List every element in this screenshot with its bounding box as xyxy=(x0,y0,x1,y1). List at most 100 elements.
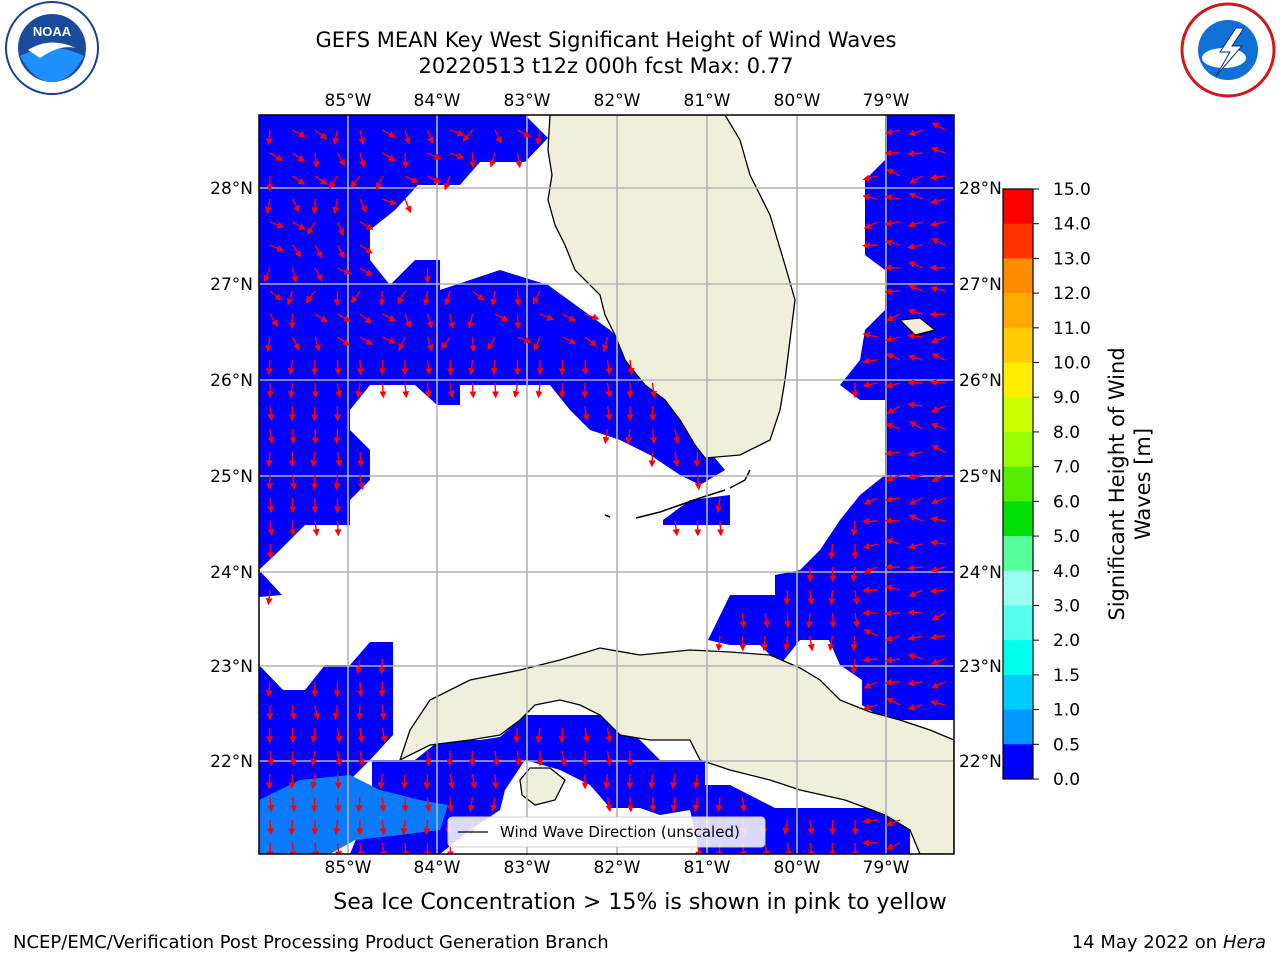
wave-direction-arrow xyxy=(379,819,387,836)
wave-direction-arrow xyxy=(692,796,700,813)
wave-direction-arrow xyxy=(440,336,451,350)
wave-direction-arrow xyxy=(907,703,923,711)
wave-direction-arrow xyxy=(375,175,384,190)
wave-direction-arrow xyxy=(886,405,901,414)
wave-direction-arrow xyxy=(931,238,946,246)
wave-direction-arrow xyxy=(584,336,598,347)
wave-direction-arrow xyxy=(908,497,923,505)
wave-direction-arrow xyxy=(311,796,319,813)
wave-direction-arrow xyxy=(332,129,340,146)
wave-direction-arrow xyxy=(907,242,923,250)
colorbar-bands xyxy=(1003,189,1033,780)
wave-direction-arrow xyxy=(314,175,328,185)
wave-direction-arrow xyxy=(467,796,475,813)
wave-direction-arrow xyxy=(692,773,700,790)
wave-direction-arrow xyxy=(336,244,345,259)
lon-label: 80°W xyxy=(774,91,821,111)
wave-direction-arrow xyxy=(515,152,523,169)
wave-direction-arrow xyxy=(289,796,297,813)
wave-direction-arrow xyxy=(358,129,366,146)
florida-peninsula xyxy=(547,115,796,459)
wave-direction-arrow xyxy=(884,194,901,202)
wave-direction-arrow xyxy=(717,520,725,537)
wave-direction-arrow xyxy=(907,354,923,362)
lat-label: 25°N xyxy=(959,467,1002,487)
wave-direction-arrow xyxy=(398,336,406,352)
colorbar-frame xyxy=(1002,188,1034,780)
wave-direction-arrow xyxy=(850,566,858,583)
wave-direction-arrow xyxy=(350,175,361,188)
wave-direction-arrow xyxy=(487,336,496,351)
wave-direction-arrow xyxy=(605,405,613,422)
wave-direction-arrow xyxy=(449,129,465,137)
wave-direction-arrow xyxy=(535,727,543,744)
graticule xyxy=(259,115,954,854)
wave-direction-arrow xyxy=(908,192,923,200)
wave-direction-arrow xyxy=(649,428,657,445)
wave-direction-arrow xyxy=(290,474,297,491)
wave-direction-arrow xyxy=(265,451,273,468)
wave-direction-arrow xyxy=(337,313,351,322)
wave-direction-arrow xyxy=(907,473,923,480)
wave-direction-arrow xyxy=(401,796,409,813)
wave-direction-arrow xyxy=(490,359,498,376)
wave-direction-arrow xyxy=(291,336,300,351)
nws-logo xyxy=(1180,2,1276,98)
lat-label: 24°N xyxy=(959,563,1002,583)
wave-direction-arrow xyxy=(494,313,509,321)
wave-direction-arrow xyxy=(828,543,836,560)
wave-direction-arrow xyxy=(312,842,320,854)
lon-label: 80°W xyxy=(774,858,821,878)
colorbar-band xyxy=(1003,501,1033,537)
wave-direction-arrow xyxy=(929,539,946,547)
wave-direction-arrow xyxy=(850,635,858,652)
wave-direction-arrow xyxy=(448,313,456,330)
wave-direction-arrow xyxy=(851,842,859,854)
wave-direction-arrow xyxy=(292,175,306,185)
wave-direction-arrow xyxy=(314,313,328,323)
wave-direction-arrow xyxy=(355,382,363,399)
wave-direction-arrow xyxy=(382,129,396,138)
lat-label: 23°N xyxy=(210,657,253,677)
wave-direction-arrow xyxy=(355,796,363,813)
wave-direction-arrow xyxy=(884,449,901,457)
colorbar-tick-label: 6.0 xyxy=(1053,492,1080,512)
wave-direction-arrow xyxy=(907,308,923,316)
wave-direction-arrow xyxy=(292,152,306,162)
wave-direction-arrow xyxy=(930,658,946,666)
colorbar: 15.0 14.0 13.0 12.0 11.0 10.0 9.0 8.0 7.0 6.0 5.0 4… xyxy=(1002,180,1155,790)
wave-direction-arrow xyxy=(314,129,328,140)
wave-direction-arrow xyxy=(807,819,815,836)
lat-label: 26°N xyxy=(210,371,253,391)
wave-direction-arrow xyxy=(907,542,923,550)
wave-direction-arrow xyxy=(492,773,500,790)
wave-direction-arrow xyxy=(907,401,923,409)
wave-direction-arrow xyxy=(382,336,397,344)
wave-direction-arrow xyxy=(648,773,656,790)
colorbar-tick-label: 1.0 xyxy=(1053,701,1080,721)
wave-direction-arrow xyxy=(885,422,901,430)
wave-direction-arrow xyxy=(334,842,342,854)
wave-direction-arrow xyxy=(602,336,609,352)
wave-direction-arrow xyxy=(694,474,702,491)
wave-direction-arrow xyxy=(783,589,791,606)
wave-direction-arrow xyxy=(335,750,343,767)
wave-direction-arrow xyxy=(672,451,680,468)
colorbar-band xyxy=(1003,570,1033,606)
wave-direction-arrow xyxy=(517,336,532,344)
land xyxy=(398,115,954,854)
wave-direction-arrow xyxy=(539,313,555,321)
wave-direction-arrow xyxy=(930,566,946,573)
wave-direction-arrow xyxy=(491,382,499,399)
wave-direction-arrow xyxy=(402,382,410,399)
wave-direction-arrow xyxy=(265,359,273,376)
wave-direction-arrow xyxy=(930,285,946,293)
wave-direction-arrow xyxy=(929,516,946,523)
wave-direction-arrow xyxy=(423,773,431,790)
wave-direction-arrow xyxy=(265,681,273,698)
wave-direction-arrow xyxy=(863,629,878,637)
wave-direction-arrow xyxy=(267,405,275,422)
wave-direction-arrow xyxy=(266,474,274,491)
lon-label: 82°W xyxy=(594,858,641,878)
